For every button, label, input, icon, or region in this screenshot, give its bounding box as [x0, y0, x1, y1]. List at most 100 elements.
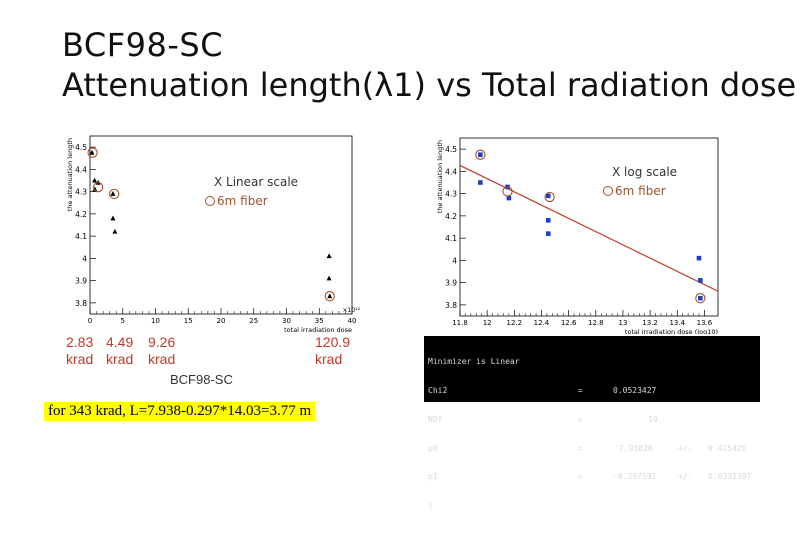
x-tick-label: 13.2 [642, 319, 658, 327]
data-point-circle [87, 147, 98, 158]
param-value: 10 [648, 414, 658, 424]
plot-frame [89, 135, 353, 315]
param-value: 0.0523427 [613, 385, 657, 395]
param-eq: = [578, 443, 583, 453]
dose-unit: krad [148, 351, 176, 367]
slide-title: BCF98-SC [62, 26, 224, 64]
dose-unit: krad [66, 351, 94, 367]
param-eq: = [578, 385, 583, 395]
x-tick-label: 25 [249, 317, 258, 325]
x-tick-label: 11.8 [452, 319, 468, 327]
terminal-row: p1 = -0.297591 +/- 0.0331397 [428, 472, 756, 482]
y-axis-label: the attenuation length [66, 138, 74, 211]
param-eq: = [578, 414, 583, 424]
data-point-triangle [326, 253, 332, 259]
data-point-triangle [89, 149, 95, 155]
y-axis-label: the attenuation length [436, 140, 444, 213]
x-tick-label: 15 [184, 317, 193, 325]
data-point-circle [695, 293, 706, 304]
param-name: p0 [428, 443, 438, 453]
y-tick-label: 3.8 [445, 301, 457, 310]
x-tick-label: 35 [315, 317, 324, 325]
x-tick-label: 0 [88, 317, 92, 325]
x-tick-label: 12.8 [588, 319, 604, 327]
plot-frame [459, 137, 719, 317]
log-scale-chart-svg: 3.8 3.9 4 4.1 4.2 4.3 4.4 4.5 11.8 12 12.2 12.4 12.6… [436, 137, 719, 336]
annotation-marker: 6m fiber [217, 194, 268, 208]
x-tick-label: 13.6 [697, 319, 713, 327]
param-err: 0.0331397 [708, 472, 752, 482]
y-tick-label: 3.9 [445, 279, 457, 288]
y-tick-label: 4.3 [75, 188, 87, 197]
slide-subtitle: Attenuation length(λ1) vs Total radiatio… [62, 66, 797, 104]
data-point-triangle [327, 293, 333, 299]
x-tick-label: 12.2 [507, 319, 523, 327]
x-axis-label: total irradiation dose [284, 326, 352, 332]
y-tick-label: 4.1 [445, 234, 457, 243]
annotation-marker-icon [205, 196, 215, 206]
data-point-square [545, 193, 551, 199]
x-tick-label: 12.6 [561, 319, 577, 327]
data-point-triangle [110, 215, 116, 221]
data-point-triangle [112, 228, 118, 234]
param-name: Chi2 [428, 385, 448, 395]
data-point-square [545, 231, 551, 236]
data-point-square [478, 180, 483, 185]
param-value: -0.297591 [613, 472, 657, 482]
data-point-square [478, 152, 483, 157]
dose-value: 9.26 [148, 334, 176, 350]
annotation-marker: 6m fiber [615, 184, 666, 198]
data-point-circle [109, 188, 120, 199]
dose-label-2: 4.49 krad [106, 334, 133, 368]
terminal-row: NDf = 10 [428, 415, 756, 425]
dose-unit: krad [106, 351, 134, 367]
dose-value: 120.9 [315, 334, 351, 350]
y-tick-label: 4.1 [75, 232, 87, 241]
calculation-note: for 343 krad, L=7.938-0.297*14.03=3.77 m [44, 402, 316, 421]
data-point-circle [324, 291, 335, 302]
x-tick-label: 12.4 [534, 319, 550, 327]
y-tick-label: 4.5 [75, 143, 87, 152]
annotation-scale: X Linear scale [214, 175, 298, 189]
terminal-prompt[interactable]: ▯ [428, 501, 433, 511]
data-point-square [506, 195, 512, 201]
data-point-triangle [326, 275, 332, 281]
x-tick-label: 10 [151, 317, 160, 325]
dose-value: 2.83 [66, 334, 94, 350]
y-tick-label: 4.5 [445, 145, 457, 154]
x-tick-label: 5 [121, 317, 125, 325]
dose-label-1: 2.83 krad [66, 334, 93, 368]
x-tick-label: 40 [348, 317, 357, 325]
dose-caption: BCF98-SC [170, 372, 233, 387]
data-point-triangle [92, 186, 98, 192]
data-point-square [696, 255, 702, 261]
dose-label-3: 9.26 krad [148, 334, 175, 368]
log-scale-chart: 3.8 3.9 4 4.1 4.2 4.3 4.4 4.5 11.8 12 12.2 12.4 12.6… [410, 124, 740, 336]
data-point-square [698, 295, 703, 301]
y-tick-label: 4.2 [445, 212, 457, 221]
linear-scale-chart-svg: 3.8 3.9 4 4.1 4.2 4.3 4.4 4.5 0 5 10 15 20 25 30 35 40 th… [66, 135, 361, 334]
param-pm: +/- [678, 472, 693, 482]
linear-scale-chart: 3.8 3.9 4 4.1 4.2 4.3 4.4 4.5 0 5 10 15 20 25 30 35 40 th… [48, 122, 378, 334]
y-tick-label: 4 [82, 254, 87, 263]
x-tick-label: 20 [217, 317, 226, 325]
y-tick-label: 4.2 [75, 210, 87, 219]
x-axis-label: total irradiation dose (log10) [625, 328, 718, 334]
y-tick-label: 4.3 [445, 190, 457, 199]
data-point-circle [93, 182, 104, 193]
param-name: NDf [428, 414, 443, 424]
data-point-square [698, 278, 703, 283]
data-point-circle [502, 186, 513, 197]
x-tick-label: 13.4 [669, 319, 685, 327]
dose-unit: krad [315, 351, 343, 367]
y-tick-label: 3.8 [75, 299, 87, 308]
param-pm: +/- [678, 443, 693, 453]
terminal-header: Minimizer is Linear [428, 357, 520, 367]
annotation-scale: X log scale [612, 165, 677, 179]
fit-line [459, 164, 719, 292]
fit-result-terminal: Minimizer is Linear Chi2 = 0.0523427 NDf… [424, 336, 760, 510]
dose-label-4: 120.9 krad [315, 334, 350, 368]
y-tick-label: 3.9 [75, 277, 87, 286]
param-err: 0.415426 [708, 443, 747, 453]
annotation-marker-icon [603, 186, 613, 196]
